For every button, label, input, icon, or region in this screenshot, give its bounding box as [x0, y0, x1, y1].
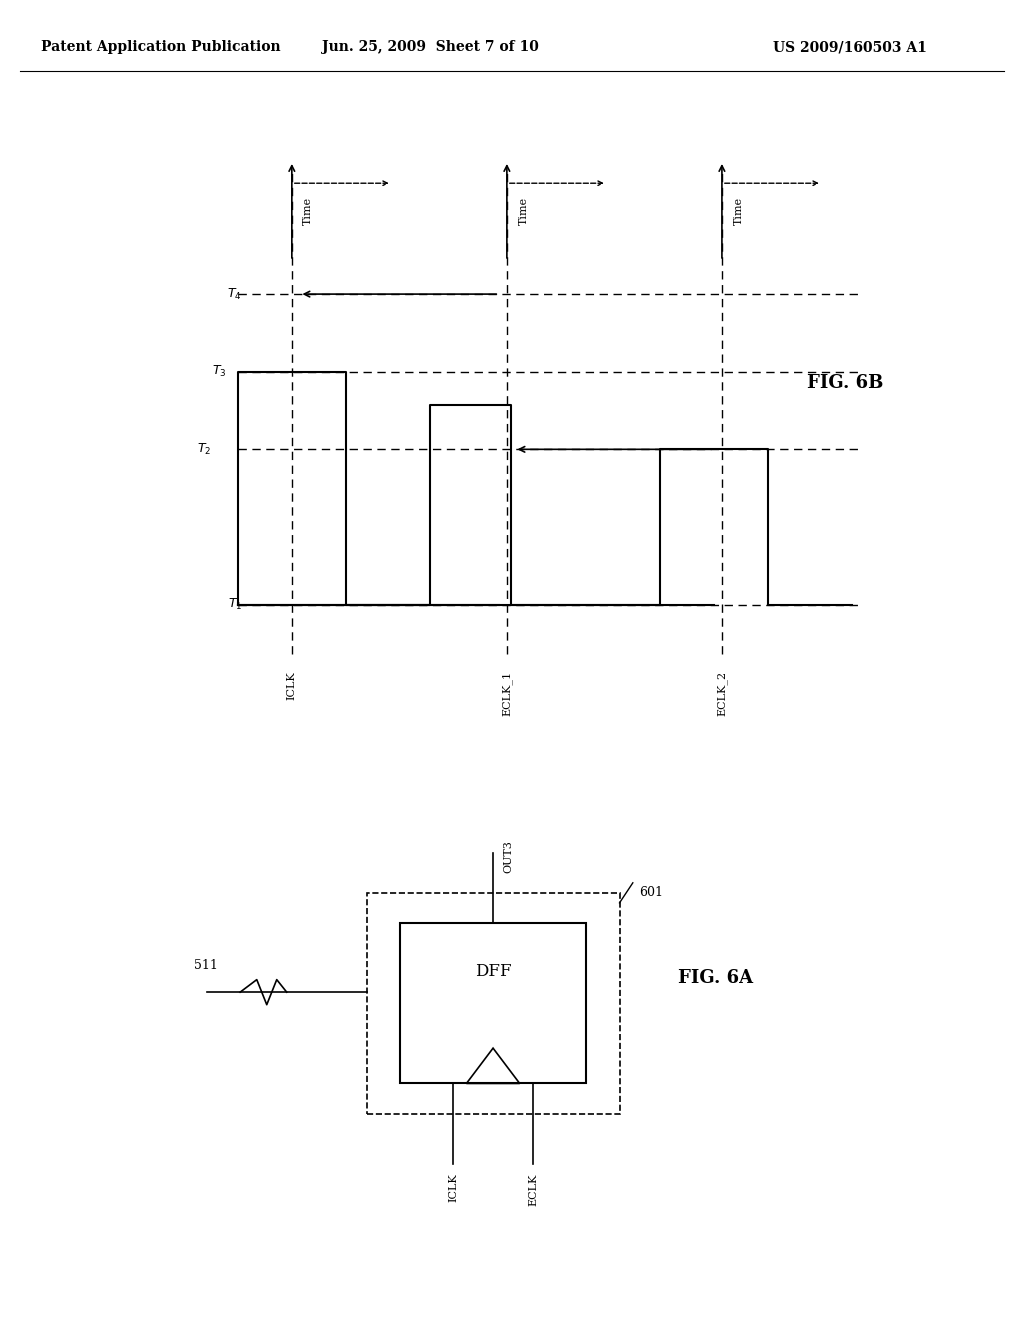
Text: Time: Time	[733, 197, 743, 224]
Text: DFF: DFF	[475, 962, 511, 979]
Text: $T_1$: $T_1$	[227, 597, 242, 612]
Bar	[367, 892, 620, 1114]
Text: $T_4$: $T_4$	[227, 286, 242, 302]
Text: Time: Time	[518, 197, 528, 224]
Text: FIG. 6A: FIG. 6A	[678, 969, 753, 987]
Text: ECLK: ECLK	[528, 1173, 538, 1206]
Text: ICLK: ICLK	[449, 1173, 458, 1203]
Text: 511: 511	[194, 960, 217, 972]
Bar	[399, 923, 586, 1084]
Text: 601: 601	[639, 886, 664, 899]
Text: ECLK_1: ECLK_1	[502, 671, 512, 717]
Text: Time: Time	[303, 197, 313, 224]
Text: FIG. 6B: FIG. 6B	[807, 374, 883, 392]
Text: Jun. 25, 2009  Sheet 7 of 10: Jun. 25, 2009 Sheet 7 of 10	[322, 40, 539, 54]
Text: $T_3$: $T_3$	[212, 364, 226, 379]
Text: ICLK: ICLK	[287, 671, 297, 700]
Text: OUT3: OUT3	[503, 840, 513, 873]
Text: Patent Application Publication: Patent Application Publication	[41, 40, 281, 54]
Text: ECLK_2: ECLK_2	[717, 671, 727, 717]
Text: US 2009/160503 A1: US 2009/160503 A1	[773, 40, 927, 54]
Text: $T_2$: $T_2$	[197, 442, 211, 457]
